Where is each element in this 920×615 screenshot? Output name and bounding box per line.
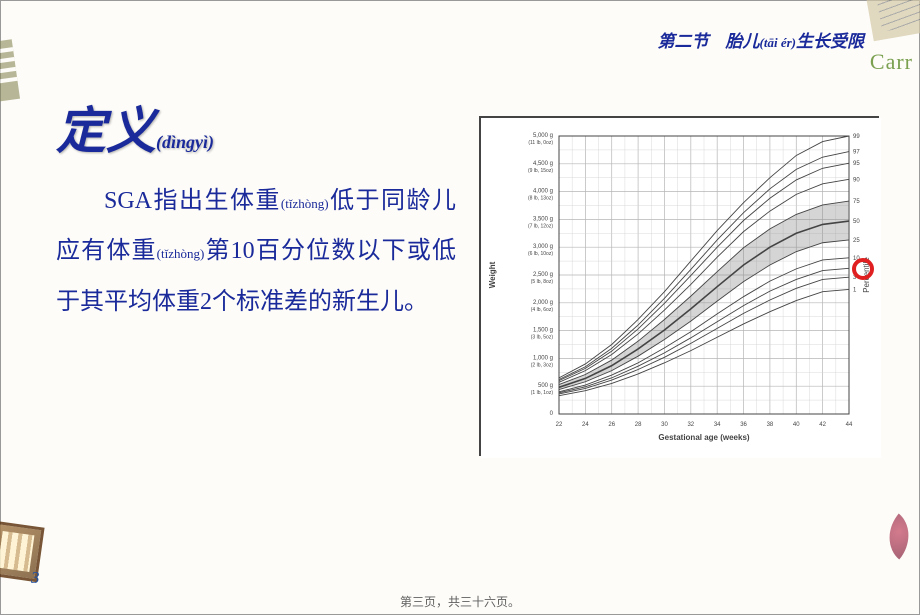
svg-text:(5 lb, 8oz): (5 lb, 8oz) [531, 279, 554, 285]
title-pinyin: (dìngyì) [156, 132, 214, 152]
svg-text:5,000 g: 5,000 g [533, 133, 553, 139]
svg-text:(7 lb, 12oz): (7 lb, 12oz) [528, 223, 553, 229]
svg-text:99: 99 [853, 134, 860, 140]
svg-text:25: 25 [853, 238, 860, 244]
decor-handwriting: Carr [870, 49, 913, 75]
svg-text:(11 lb, 0oz): (11 lb, 0oz) [528, 140, 553, 146]
svg-text:(1 lb, 1oz): (1 lb, 1oz) [531, 390, 554, 396]
growth-chart-svg: 9997959075502510531Percentile22242628303… [481, 118, 881, 458]
svg-text:2,000 g: 2,000 g [533, 300, 553, 306]
svg-text:(2 lb, 3oz): (2 lb, 3oz) [531, 362, 554, 368]
svg-text:36: 36 [740, 422, 747, 428]
section-header: 第二节 胎儿(tāi ér)生长受限 [658, 27, 864, 52]
svg-text:3,500 g: 3,500 g [533, 216, 553, 222]
svg-text:3,000 g: 3,000 g [533, 244, 553, 250]
svg-text:2,500 g: 2,500 g [533, 272, 553, 278]
decor-washi-tape [0, 39, 20, 103]
body-seg1: SGA指出生体重 [104, 188, 281, 214]
svg-text:90: 90 [853, 177, 860, 183]
svg-text:1,000 g: 1,000 g [533, 355, 553, 361]
svg-text:38: 38 [767, 422, 774, 428]
svg-text:Gestational age (weeks): Gestational age (weeks) [658, 433, 749, 442]
header-suffix: 生长受限 [796, 32, 864, 51]
svg-text:500 g: 500 g [538, 383, 553, 389]
svg-text:28: 28 [635, 422, 642, 428]
svg-text:95: 95 [853, 161, 860, 167]
svg-text:30: 30 [661, 422, 668, 428]
svg-text:(6 lb, 10oz): (6 lb, 10oz) [528, 251, 553, 257]
slide-number: 3 [31, 568, 40, 588]
decor-paper-scrap [865, 0, 920, 41]
svg-text:44: 44 [846, 422, 853, 428]
svg-text:(3 lb, 5oz): (3 lb, 5oz) [531, 335, 554, 341]
svg-text:75: 75 [853, 199, 860, 205]
svg-text:34: 34 [714, 422, 721, 428]
footer-pagination: 第三页，共三十六页。 [1, 593, 919, 610]
svg-text:24: 24 [582, 422, 589, 428]
svg-text:4,500 g: 4,500 g [533, 161, 553, 167]
page-title: 定义(dìngyì) [56, 91, 214, 163]
svg-text:4,000 g: 4,000 g [533, 189, 553, 195]
svg-text:50: 50 [853, 219, 860, 225]
svg-text:26: 26 [608, 422, 615, 428]
svg-text:22: 22 [556, 422, 563, 428]
svg-text:32: 32 [687, 422, 694, 428]
growth-chart: 9997959075502510531Percentile22242628303… [479, 116, 879, 456]
svg-text:97: 97 [853, 150, 860, 156]
svg-text:(9 lb, 15oz): (9 lb, 15oz) [528, 168, 553, 174]
highlight-circle [852, 258, 874, 280]
body-pin1: (tǐzhòng) [281, 196, 329, 211]
svg-text:(8 lb, 13oz): (8 lb, 13oz) [528, 196, 553, 202]
svg-text:40: 40 [793, 422, 800, 428]
body-pin2: (tǐzhòng) [157, 246, 205, 261]
svg-text:Weight: Weight [488, 261, 497, 288]
svg-text:1,500 g: 1,500 g [533, 328, 553, 334]
header-pinyin: (tāi ér) [760, 35, 796, 50]
svg-text:(4 lb, 6oz): (4 lb, 6oz) [531, 307, 554, 313]
decor-leaf [876, 513, 920, 559]
header-prefix: 第二节 胎儿 [658, 32, 760, 51]
definition-paragraph: SGA指出生体重(tǐzhòng)低于同龄儿应有体重(tǐzhòng)第10百分… [56, 176, 456, 327]
title-main: 定义 [56, 103, 156, 159]
svg-text:42: 42 [819, 422, 826, 428]
